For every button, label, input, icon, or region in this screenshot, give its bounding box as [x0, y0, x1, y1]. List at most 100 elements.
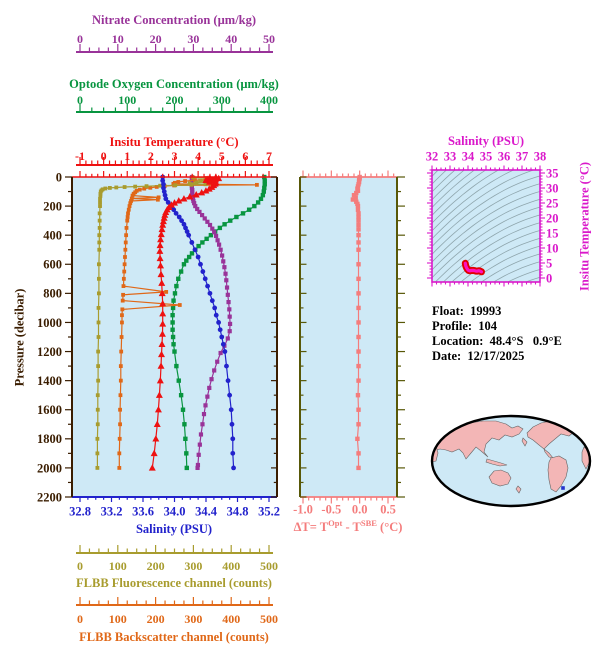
tick-label: 2000: [37, 461, 62, 475]
main-plot-frame: 32.8 33.2 33.6 34.0 34.4 34.8 35.2 0 200 400 600 80…: [37, 170, 280, 518]
oxygen-axis-title: Optode Oxygen Concentration (µm/kg): [69, 77, 279, 91]
ts-temperature-title: Insitu Temperature (°C): [577, 161, 592, 292]
tick-label: 0: [546, 271, 552, 285]
tick-label: 1400: [37, 374, 62, 388]
tick-label: -1: [75, 149, 85, 163]
tick-label: 500: [260, 559, 278, 573]
salinity-profile-curve: [160, 174, 236, 471]
tick-label: 35: [480, 149, 493, 163]
tick-label: 32: [426, 149, 439, 163]
float-id-line: Float: 19993: [432, 304, 502, 318]
date-line: Date: 12/17/2025: [432, 349, 525, 363]
tick-label: 30: [546, 181, 559, 195]
pressure-axis-title: Pressure (decibar): [12, 288, 27, 387]
fluorescence-profile-curve: [95, 175, 217, 470]
tick-label: 300: [213, 93, 231, 107]
tick-label: 0: [56, 170, 62, 184]
tick-label: 300: [184, 559, 202, 573]
tick-label: 200: [166, 93, 184, 107]
tick-label: 33.6: [132, 504, 154, 518]
float-info-block: Float: 19993 Profile: 104 Location: 48.4…: [432, 304, 562, 364]
ts-salinity-title: Salinity (PSU): [447, 134, 525, 148]
world-map: [430, 414, 592, 508]
backscatter-axis-title: FLBB Backscatter channel (counts): [79, 630, 269, 644]
tick-label: 300: [184, 612, 202, 626]
tick-label: -1.0: [293, 502, 313, 516]
delta-t-axis-title: ΔT= TOpt - TSBE (°C): [294, 518, 403, 535]
tick-label: 1800: [37, 432, 62, 446]
tick-label: 32.8: [69, 504, 91, 518]
delta-label-part: ΔT= T: [293, 520, 329, 535]
location-line: Location: 48.4°S 0.9°E: [432, 334, 562, 348]
tick-label: 200: [43, 199, 62, 213]
tick-label: 600: [43, 258, 62, 272]
tick-label: 3: [172, 149, 178, 163]
tick-label: 33: [444, 149, 457, 163]
tick-label: 100: [118, 93, 136, 107]
tick-label: 50: [263, 32, 275, 46]
tick-label: 0: [77, 32, 83, 46]
ts-isopycnal-contours: [432, 170, 540, 282]
tick-label: 25: [546, 196, 559, 210]
tick-label: 0: [77, 93, 83, 107]
tick-label: 2: [148, 149, 154, 163]
tick-label: 34: [462, 149, 475, 163]
profile-line: Profile: 104: [432, 319, 498, 333]
nitrate-scale-bar: 0 10 20 30 40 50: [76, 32, 275, 53]
tick-label: 2200: [37, 490, 62, 504]
tick-label: 800: [43, 287, 62, 301]
tick-label: 10: [546, 241, 559, 255]
tick-label: 37: [516, 149, 529, 163]
tick-label: 0.0: [352, 502, 368, 516]
float-location-marker: [561, 486, 565, 490]
tick-label: 20: [546, 211, 559, 225]
tick-label: 4: [195, 149, 201, 163]
tick-label: 400: [260, 93, 278, 107]
tick-label: 34.0: [164, 504, 186, 518]
tick-label: 0.5: [380, 502, 396, 516]
tick-label: 1: [124, 149, 130, 163]
tick-label: 5: [219, 149, 225, 163]
tick-label: 100: [109, 559, 127, 573]
fluorescence-axis-title: FLBB Fluorescence channel (counts): [76, 576, 272, 590]
tick-label: 400: [222, 612, 240, 626]
tick-label: 200: [147, 612, 165, 626]
oxygen-scale-bar: 0 100 200 300 400: [76, 93, 278, 113]
oxygen-profile-curve: [170, 174, 267, 471]
temperature-profile-curve: [148, 173, 223, 471]
tick-label: 15: [546, 226, 559, 240]
tick-label: 7: [266, 149, 272, 163]
tick-label: 0: [101, 149, 107, 163]
tick-label: 38: [534, 149, 547, 163]
tick-label: 40: [225, 32, 237, 46]
tick-label: 35: [546, 166, 559, 180]
tick-label: 10: [112, 32, 124, 46]
tick-label: 200: [147, 559, 165, 573]
tick-label: 0: [77, 612, 83, 626]
tick-label: 500: [260, 612, 278, 626]
tick-label: 400: [43, 229, 62, 243]
temperature-axis-title: Insitu Temperature (°C): [109, 135, 239, 149]
tick-label: 34.8: [227, 504, 249, 518]
tick-label: 1000: [37, 316, 62, 330]
ts-profile-curve: [461, 259, 485, 276]
tick-label: 35.2: [258, 504, 280, 518]
tick-label: 1200: [37, 345, 62, 359]
tick-label: 36: [498, 149, 511, 163]
panel-backgrounds: [72, 170, 540, 497]
salinity-axis-title: Salinity (PSU): [135, 522, 213, 536]
delta-label-part: (°C): [376, 520, 403, 535]
delta_t-profile-curve: [350, 174, 362, 471]
tick-label: 33.2: [101, 504, 123, 518]
temperature-scale-bar: -1 0 1 2 3 4 5 6 7: [75, 149, 273, 166]
tick-label: 5: [546, 256, 552, 270]
tick-label: -0.5: [321, 502, 341, 516]
backscatter-scale-bar: 0 100 200 300 400 500: [76, 597, 278, 626]
fluorescence-scale-bar: 0 100 200 300 400 500: [76, 545, 278, 573]
delta-label-sup: Opt: [328, 518, 343, 528]
tick-label: 0: [77, 559, 83, 573]
tick-label: 6: [242, 149, 248, 163]
